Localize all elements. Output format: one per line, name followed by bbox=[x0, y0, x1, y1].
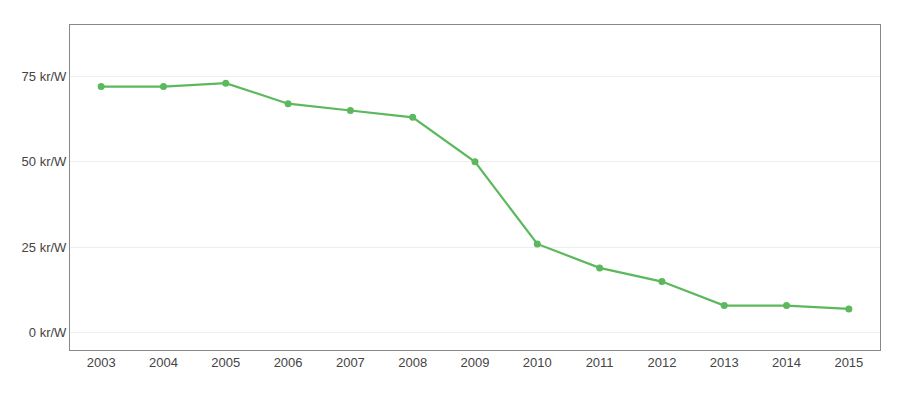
svg-text:2009: 2009 bbox=[461, 355, 490, 370]
svg-text:0 kr/W: 0 kr/W bbox=[29, 325, 67, 340]
svg-text:2012: 2012 bbox=[647, 355, 676, 370]
svg-text:2007: 2007 bbox=[336, 355, 365, 370]
svg-text:2006: 2006 bbox=[274, 355, 303, 370]
svg-text:50 kr/W: 50 kr/W bbox=[22, 154, 68, 169]
svg-text:2004: 2004 bbox=[149, 355, 178, 370]
svg-text:2010: 2010 bbox=[523, 355, 552, 370]
svg-text:2013: 2013 bbox=[710, 355, 739, 370]
svg-text:2014: 2014 bbox=[772, 355, 801, 370]
svg-text:2008: 2008 bbox=[398, 355, 427, 370]
svg-text:25 kr/W: 25 kr/W bbox=[22, 240, 68, 255]
svg-text:2003: 2003 bbox=[87, 355, 116, 370]
svg-text:2015: 2015 bbox=[834, 355, 863, 370]
svg-text:2011: 2011 bbox=[586, 355, 614, 370]
svg-text:2005: 2005 bbox=[211, 355, 240, 370]
svg-text:75 kr/W: 75 kr/W bbox=[22, 69, 68, 84]
